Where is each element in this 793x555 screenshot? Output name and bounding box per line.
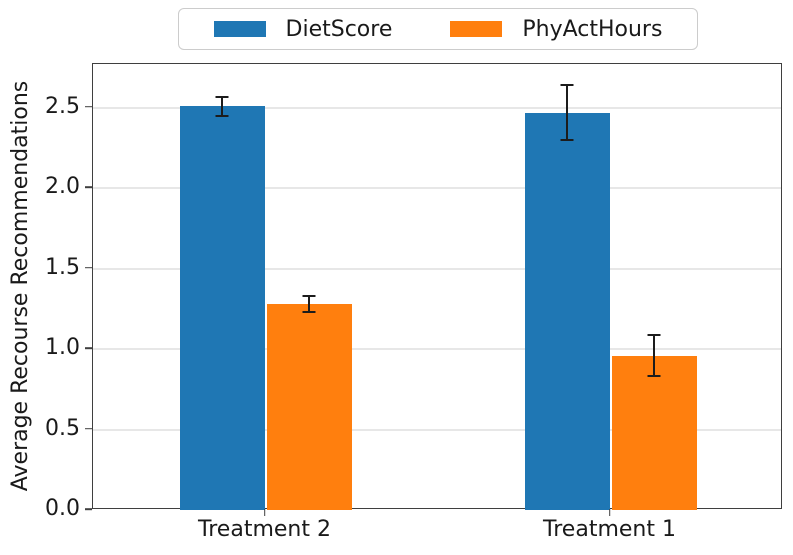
bar-dietscore-treatment-2 <box>179 106 265 510</box>
bar-phyacthours-treatment-1 <box>611 355 697 510</box>
y-tick-label-0.0: 0.0 <box>45 496 80 521</box>
error-cap-top-phyacthours-2 <box>647 333 661 336</box>
x-tick-label-1: Treatment 2 <box>198 517 331 542</box>
gridline-0.5 <box>93 428 781 431</box>
legend-label-phyacthours: PhyActHours <box>522 16 663 42</box>
legend-swatch-dietscore-icon <box>213 21 266 37</box>
gridline-1.0 <box>93 348 781 351</box>
error-cap-bottom-dietscore-2 <box>560 138 574 141</box>
y-tick-mark-0.0 <box>85 508 92 510</box>
error-cap-bottom-dietscore-1 <box>215 114 229 117</box>
y-tick-label-2.0: 2.0 <box>45 174 80 200</box>
error-bar-dietscore-1 <box>221 96 223 116</box>
bar-phyacthours-treatment-2 <box>266 304 352 510</box>
y-axis-label: Average Recourse Recommendations <box>8 80 33 492</box>
plot-area <box>92 63 782 510</box>
gridline-2.5 <box>93 106 781 109</box>
y-tick-mark-2.0 <box>85 186 92 188</box>
gridline-1.5 <box>93 267 781 270</box>
legend: DietScore PhyActHours <box>178 8 698 50</box>
x-tick-mark-2 <box>608 509 611 516</box>
gridline-2.0 <box>93 187 781 190</box>
x-tick-label-2: Treatment 1 <box>543 517 676 542</box>
y-tick-mark-2.5 <box>85 105 92 108</box>
y-tick-label-1.0: 1.0 <box>45 335 80 361</box>
legend-item-dietscore: DietScore <box>213 16 393 42</box>
error-bar-dietscore-2 <box>566 85 568 140</box>
x-tick-mark-1 <box>263 509 266 516</box>
error-bar-phyacthours-1 <box>308 296 310 313</box>
y-tick-label-1.5: 1.5 <box>45 254 80 280</box>
error-cap-bottom-phyacthours-1 <box>302 311 316 314</box>
error-bar-phyacthours-2 <box>653 334 655 377</box>
legend-swatch-phyacthours-icon <box>450 21 503 37</box>
y-tick-mark-0.5 <box>85 427 92 430</box>
bar-dietscore-treatment-1 <box>524 112 610 510</box>
error-cap-bottom-phyacthours-2 <box>647 375 661 378</box>
y-tick-label-2.5: 2.5 <box>45 93 80 119</box>
y-tick-mark-1.0 <box>85 347 92 349</box>
legend-item-phyacthours: PhyActHours <box>450 17 662 42</box>
y-tick-label-0.5: 0.5 <box>45 415 80 441</box>
error-cap-top-dietscore-2 <box>560 84 574 87</box>
error-cap-top-dietscore-1 <box>215 95 229 98</box>
error-cap-top-phyacthours-1 <box>302 295 316 297</box>
y-tick-mark-1.5 <box>85 266 92 269</box>
legend-label-dietscore: DietScore <box>285 16 393 42</box>
